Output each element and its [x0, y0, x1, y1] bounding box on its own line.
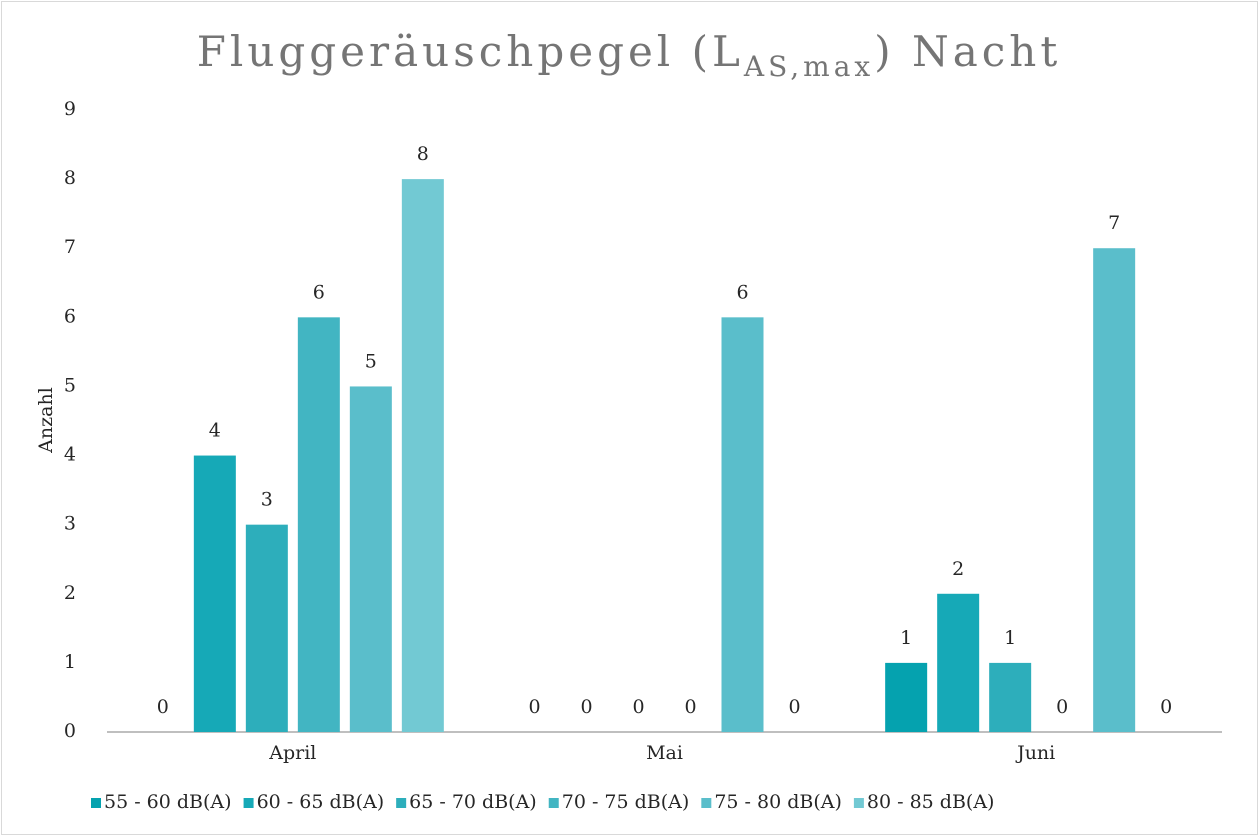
bar — [1093, 248, 1136, 732]
x-tick-label: April — [268, 742, 316, 764]
value-label: 0 — [1160, 696, 1172, 718]
bar — [297, 317, 340, 732]
value-label: 0 — [528, 696, 540, 718]
value-label: 1 — [1004, 627, 1016, 649]
legend-label: 65 - 70 dB(A) — [409, 791, 537, 813]
value-label: 8 — [417, 143, 429, 165]
legend-label: 70 - 75 dB(A) — [562, 791, 690, 813]
value-label: 0 — [788, 696, 800, 718]
bar — [937, 593, 980, 732]
legend-swatch — [91, 798, 101, 808]
title-end: ) Nacht — [874, 27, 1061, 76]
bar — [193, 455, 236, 732]
value-label: 6 — [736, 281, 748, 303]
y-tick-label: 7 — [64, 236, 76, 258]
chart-title: Fluggeräuschpegel (LAS,max) Nacht — [197, 27, 1061, 83]
value-label: 2 — [952, 558, 964, 580]
value-label: 4 — [209, 420, 221, 442]
value-label: 5 — [365, 350, 377, 372]
bar — [401, 179, 444, 733]
y-tick-label: 9 — [64, 98, 76, 120]
bar — [245, 524, 288, 732]
legend-swatch — [853, 798, 864, 808]
bar — [349, 386, 392, 732]
value-label: 0 — [157, 696, 169, 718]
legend-swatch — [243, 798, 254, 808]
value-label: 0 — [1056, 696, 1068, 718]
legend-label: 55 - 60 dB(A) — [104, 791, 232, 813]
legend-label: 75 - 80 dB(A) — [714, 791, 842, 813]
value-label: 3 — [261, 489, 273, 511]
bar — [989, 662, 1032, 732]
legend-label: 80 - 85 dB(A) — [867, 791, 995, 813]
y-tick-label: 0 — [64, 720, 76, 742]
title-subscript: AS,max — [743, 50, 874, 83]
y-tick-label: 6 — [64, 305, 76, 327]
legend-label: 60 - 65 dB(A) — [257, 791, 385, 813]
title-main: Fluggeräuschpegel (L — [197, 27, 744, 76]
legend-swatch — [396, 798, 407, 808]
y-tick-label: 4 — [64, 444, 76, 466]
bar — [721, 317, 764, 732]
value-label: 0 — [632, 696, 644, 718]
legend-swatch — [548, 798, 559, 808]
y-tick-label: 8 — [64, 167, 76, 189]
y-tick-label: 5 — [64, 374, 76, 396]
x-tick-label: Juni — [1015, 742, 1055, 764]
value-label: 0 — [580, 696, 592, 718]
bar — [885, 662, 928, 732]
value-label: 6 — [313, 281, 325, 303]
value-label: 1 — [900, 627, 912, 649]
x-tick-label: Mai — [646, 742, 683, 764]
y-tick-label: 2 — [64, 582, 76, 604]
legend-swatch — [701, 798, 712, 808]
value-label: 0 — [684, 696, 696, 718]
value-label: 7 — [1108, 212, 1120, 234]
y-axis-label: Anzahl — [35, 387, 57, 454]
y-tick-label: 1 — [64, 651, 76, 673]
y-tick-label: 3 — [64, 513, 76, 535]
